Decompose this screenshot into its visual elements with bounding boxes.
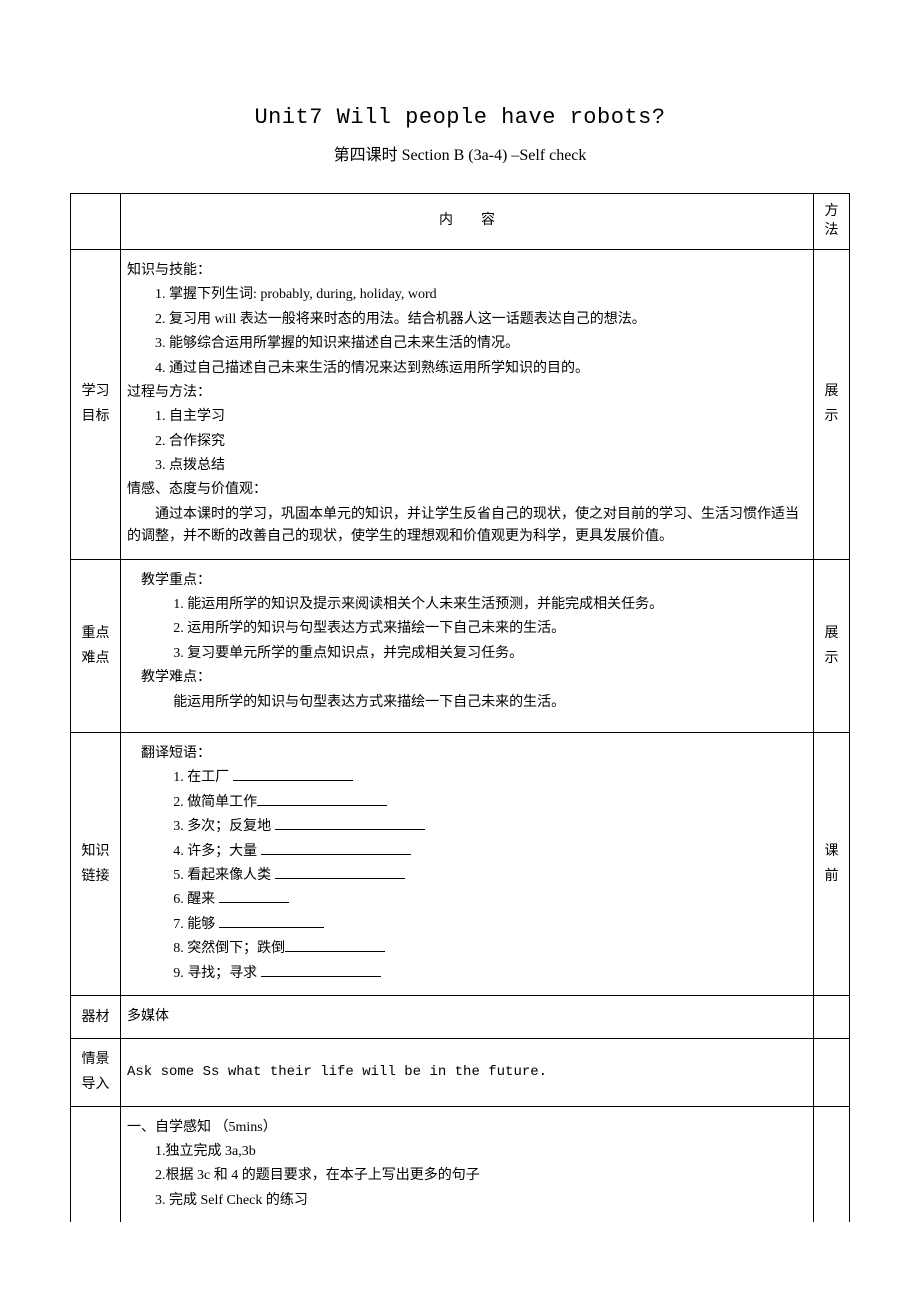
row-self: 一、自学感知 （5mins） 1.独立完成 3a,3b 2.根据 3c 和 4 … bbox=[71, 1106, 850, 1222]
blank-1 bbox=[233, 767, 353, 781]
method-focus: 展示 bbox=[814, 559, 850, 732]
period-title: 第四课时 Section B (3a-4) –Self check bbox=[70, 143, 850, 169]
row-link: 知识 链接 翻译短语： 1. 在工厂 2. 做简单工作 3. 多次；反复地 4.… bbox=[71, 733, 850, 996]
header-empty bbox=[71, 193, 121, 249]
content-scene: Ask some Ss what their life will be in t… bbox=[121, 1039, 814, 1106]
blank-9 bbox=[261, 963, 381, 977]
method-goal: 展示 bbox=[814, 249, 850, 559]
method-equip bbox=[814, 995, 850, 1038]
header-content: 内容 bbox=[121, 193, 814, 249]
content-self: 一、自学感知 （5mins） 1.独立完成 3a,3b 2.根据 3c 和 4 … bbox=[121, 1106, 814, 1222]
header-method: 方法 bbox=[814, 193, 850, 249]
label-equip: 器材 bbox=[71, 995, 121, 1038]
table-header-row: 内容 方法 bbox=[71, 193, 850, 249]
method-scene bbox=[814, 1039, 850, 1106]
blank-5 bbox=[275, 865, 405, 879]
blank-6 bbox=[219, 889, 289, 903]
method-link: 课 前 bbox=[814, 733, 850, 996]
blank-4 bbox=[261, 841, 411, 855]
method-self bbox=[814, 1106, 850, 1222]
label-goal: 学习 目标 bbox=[71, 249, 121, 559]
content-equip: 多媒体 bbox=[121, 995, 814, 1038]
content-focus: 教学重点： 1. 能运用所学的知识及提示来阅读相关个人未来生活预测，并能完成相关… bbox=[121, 559, 814, 732]
label-self bbox=[71, 1106, 121, 1222]
label-focus: 重点 难点 bbox=[71, 559, 121, 732]
blank-8 bbox=[285, 938, 385, 952]
blank-2 bbox=[257, 792, 387, 806]
row-equip: 器材 多媒体 bbox=[71, 995, 850, 1038]
blank-3 bbox=[275, 816, 425, 830]
row-goal: 学习 目标 知识与技能： 1. 掌握下列生词: probably, during… bbox=[71, 249, 850, 559]
content-link: 翻译短语： 1. 在工厂 2. 做简单工作 3. 多次；反复地 4. 许多；大量… bbox=[121, 733, 814, 996]
label-link: 知识 链接 bbox=[71, 733, 121, 996]
content-goal: 知识与技能： 1. 掌握下列生词: probably, during, holi… bbox=[121, 249, 814, 559]
lesson-plan-table: 内容 方法 学习 目标 知识与技能： 1. 掌握下列生词: probably, … bbox=[70, 193, 850, 1222]
blank-7 bbox=[219, 914, 324, 928]
row-scene: 情景 导入 Ask some Ss what their life will b… bbox=[71, 1039, 850, 1106]
unit-title: Unit7 Will people have robots? bbox=[70, 100, 850, 135]
row-focus: 重点 难点 教学重点： 1. 能运用所学的知识及提示来阅读相关个人未来生活预测，… bbox=[71, 559, 850, 732]
label-scene: 情景 导入 bbox=[71, 1039, 121, 1106]
